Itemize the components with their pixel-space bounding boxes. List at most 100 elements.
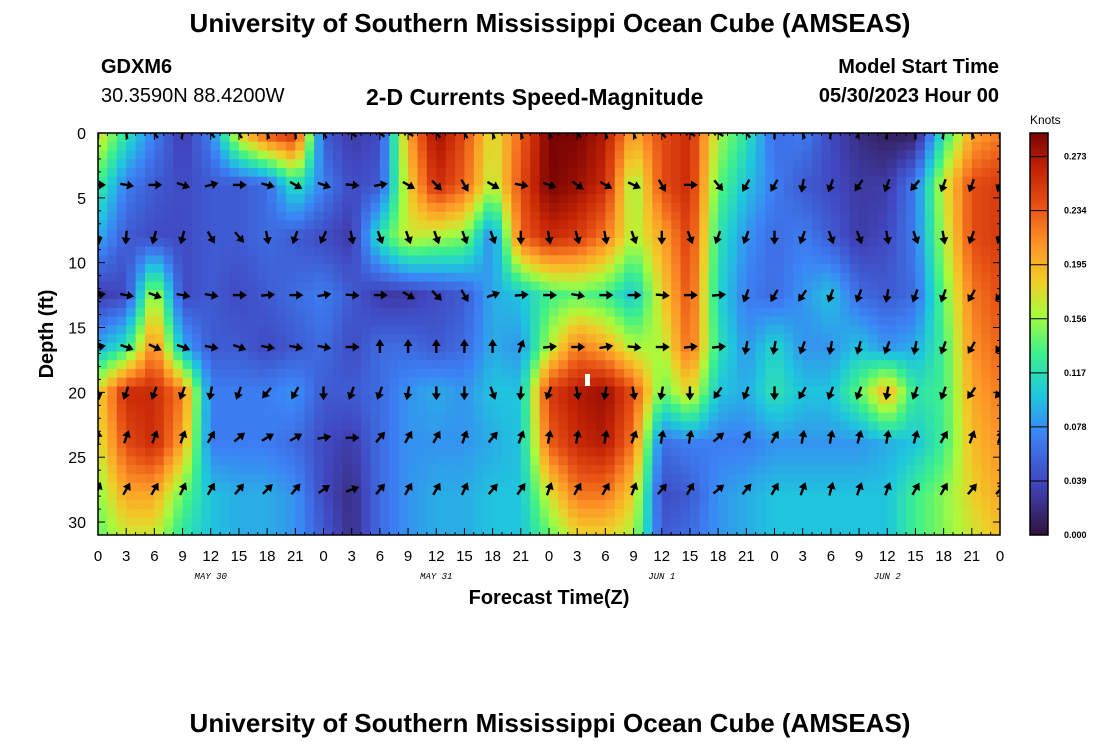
heatmap-cell bbox=[511, 386, 522, 396]
heatmap-cell bbox=[248, 316, 259, 326]
heatmap-cell bbox=[605, 211, 616, 221]
heatmap-cell bbox=[332, 421, 343, 431]
heatmap-cell bbox=[191, 176, 202, 187]
heatmap-cell bbox=[793, 307, 804, 318]
heatmap-cell bbox=[633, 508, 644, 519]
heatmap-cell bbox=[755, 150, 766, 160]
heatmap-cell bbox=[821, 517, 832, 527]
heatmap-cell bbox=[614, 430, 625, 440]
heatmap-cell bbox=[934, 386, 945, 396]
heatmap-cell bbox=[530, 447, 541, 457]
heatmap-cell bbox=[736, 159, 747, 169]
heatmap-cell bbox=[736, 403, 747, 414]
heatmap-cell bbox=[793, 465, 804, 475]
heatmap-cell bbox=[793, 220, 804, 230]
heatmap-cell bbox=[671, 465, 682, 475]
heatmap-cell bbox=[426, 447, 437, 457]
heatmap-cell bbox=[877, 360, 888, 370]
heatmap-cell bbox=[887, 360, 898, 370]
heatmap-cell bbox=[107, 395, 118, 405]
heatmap-cell bbox=[962, 176, 973, 187]
heatmap-cell bbox=[342, 281, 353, 291]
heatmap-cell bbox=[473, 185, 484, 195]
heatmap-cell bbox=[144, 176, 155, 187]
heatmap-cell bbox=[530, 438, 541, 449]
heatmap-cell bbox=[502, 430, 513, 440]
heatmap-cell bbox=[765, 412, 776, 422]
current-vector-arrow bbox=[317, 485, 331, 495]
heatmap-cell bbox=[389, 517, 400, 527]
heatmap-cell bbox=[483, 412, 494, 422]
heatmap-cell bbox=[849, 500, 860, 510]
heatmap-cell bbox=[144, 299, 155, 309]
heatmap-cell bbox=[802, 141, 813, 152]
heatmap-cell bbox=[887, 299, 898, 309]
heatmap-cell bbox=[107, 482, 118, 492]
heatmap-cell bbox=[539, 150, 550, 160]
heatmap-cell bbox=[492, 211, 503, 221]
heatmap-cell bbox=[116, 473, 127, 484]
heatmap-cell bbox=[689, 368, 700, 379]
heatmap-cell bbox=[549, 465, 559, 475]
heatmap-cell bbox=[605, 360, 616, 370]
heatmap-cell bbox=[116, 526, 127, 535]
heatmap-cell bbox=[126, 272, 137, 283]
heatmap-cell bbox=[530, 133, 541, 143]
heatmap-cell bbox=[220, 412, 231, 422]
heatmap-cell bbox=[210, 299, 221, 309]
heatmap-cell bbox=[248, 150, 259, 160]
heatmap-cell bbox=[370, 185, 381, 195]
heatmap-cell bbox=[661, 133, 672, 143]
heatmap-cell bbox=[238, 141, 249, 152]
heatmap-cell bbox=[417, 325, 428, 335]
heatmap-cell bbox=[502, 395, 513, 405]
heatmap-cell bbox=[849, 438, 860, 449]
heatmap-cell bbox=[98, 508, 108, 519]
heatmap-cell bbox=[642, 150, 653, 160]
heatmap-cell bbox=[332, 211, 343, 221]
heatmap-cell bbox=[520, 500, 531, 510]
current-vector-arrow bbox=[798, 482, 808, 496]
heatmap-cell bbox=[605, 368, 616, 379]
heatmap-cell bbox=[417, 473, 428, 484]
heatmap-cell bbox=[924, 421, 935, 431]
heatmap-cell bbox=[718, 307, 729, 318]
heatmap-cell bbox=[210, 272, 221, 283]
heatmap-cell bbox=[436, 264, 447, 274]
heatmap-cell bbox=[953, 185, 964, 195]
heatmap-cell bbox=[98, 438, 108, 449]
heatmap-cell bbox=[558, 342, 569, 353]
heatmap-cell bbox=[276, 377, 287, 388]
heatmap-cell bbox=[248, 360, 259, 370]
heatmap-cell bbox=[746, 438, 757, 449]
x-tick-label: 21 bbox=[963, 548, 980, 565]
current-vector-arrow bbox=[629, 386, 639, 401]
heatmap-cell bbox=[304, 473, 315, 484]
heatmap-cell bbox=[154, 473, 165, 484]
heatmap-cell bbox=[990, 167, 1000, 178]
heatmap-cell bbox=[896, 150, 907, 160]
heatmap-cell bbox=[953, 150, 964, 160]
heatmap-cell bbox=[934, 412, 945, 422]
heatmap-cell bbox=[746, 368, 757, 379]
current-vector-arrow bbox=[122, 482, 131, 496]
heatmap-cell bbox=[285, 526, 296, 535]
heatmap-cell bbox=[689, 272, 700, 283]
current-vector-arrow bbox=[404, 230, 413, 245]
current-vector-arrow bbox=[375, 339, 385, 353]
heatmap-cell bbox=[642, 316, 653, 326]
heatmap-cell bbox=[144, 368, 155, 379]
heatmap-cell bbox=[135, 316, 146, 326]
heatmap-cell bbox=[267, 229, 278, 239]
current-vector-arrow bbox=[967, 230, 976, 245]
heatmap-cell bbox=[708, 403, 719, 414]
heatmap-cell bbox=[295, 403, 306, 414]
heatmap-cell bbox=[417, 465, 428, 475]
heatmap-cell bbox=[605, 272, 616, 283]
heatmap-cell bbox=[182, 526, 193, 535]
heatmap-cell bbox=[173, 403, 184, 414]
heatmap-cell bbox=[520, 264, 531, 274]
current-vector-arrow bbox=[261, 387, 272, 399]
heatmap-cell bbox=[746, 430, 757, 440]
heatmap-cell bbox=[793, 412, 804, 422]
